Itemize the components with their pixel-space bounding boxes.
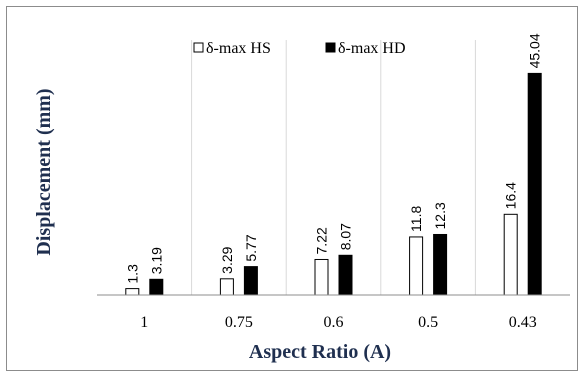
bar-hs-0.5 — [409, 236, 424, 296]
legend-swatch-hd — [325, 42, 336, 53]
vertical-grid — [191, 40, 476, 295]
data-label-hs-0.5: 11.8 — [408, 206, 424, 232]
bar-hs-1 — [125, 288, 140, 296]
x-tick-label: 0.5 — [418, 314, 438, 331]
x-tick-label: 0.6 — [324, 314, 344, 331]
legend: δ-max HS δ-max HD — [193, 40, 406, 57]
legend-label-hs: δ-max HS — [206, 40, 271, 57]
bar-hs-0.75 — [219, 278, 234, 296]
data-label-hd-0.43: 45.04 — [527, 33, 543, 68]
bar-hs-0.6 — [314, 258, 329, 296]
x-axis-title: Aspect Ratio (A) — [249, 341, 391, 363]
x-tick-label: 0.43 — [509, 314, 537, 331]
x-tick-label: 1 — [140, 314, 148, 331]
bar-hd-0.43 — [527, 72, 542, 296]
bar-hd-0.5 — [433, 233, 448, 296]
legend-label-hd: δ-max HD — [338, 40, 406, 57]
data-label-hd-1: 3.19 — [148, 247, 164, 274]
x-tick-labels: 1 0.75 0.6 0.5 0.43 — [140, 314, 536, 331]
data-label-hs-0.75: 3.29 — [219, 246, 235, 273]
data-labels-group: 1.3 3.19 3.29 5.77 7.22 8.07 11.8 12.3 16.4 45.04 — [124, 33, 542, 283]
data-label-hs-1: 1.3 — [124, 264, 140, 284]
data-label-hs-0.43: 16.4 — [503, 182, 519, 209]
data-label-hd-0.5: 12.3 — [432, 202, 448, 229]
legend-swatch-hs — [193, 42, 204, 53]
bars-group — [125, 72, 542, 296]
y-axis-title: Displacement (mm) — [33, 88, 55, 255]
data-label-hd-0.75: 5.77 — [243, 234, 259, 261]
bar-hd-1 — [149, 278, 164, 296]
bar-hs-0.43 — [503, 213, 518, 296]
chart-frame — [6, 6, 578, 371]
data-label-hd-0.6: 8.07 — [338, 223, 354, 250]
bar-hd-0.6 — [338, 254, 353, 296]
data-label-hs-0.6: 7.22 — [314, 227, 330, 254]
x-tick-label: 0.75 — [225, 314, 253, 331]
bar-hd-0.75 — [243, 266, 258, 296]
